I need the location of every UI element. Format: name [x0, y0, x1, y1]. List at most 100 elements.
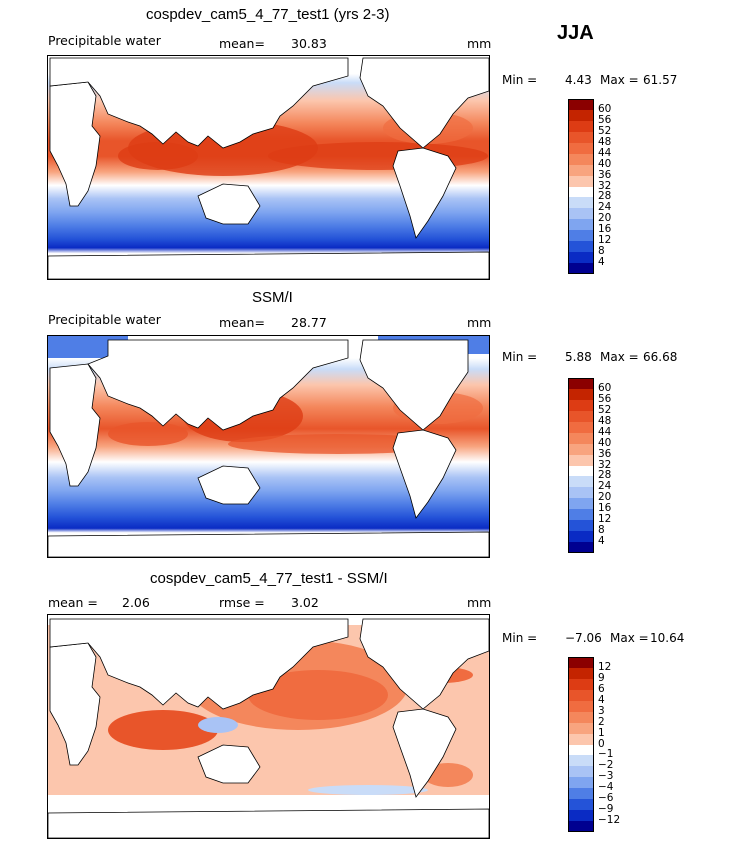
- mean-label-obs: mean=: [219, 315, 265, 330]
- max-value-model: 61.57: [643, 73, 678, 87]
- season-label: JJA: [557, 22, 594, 44]
- colorbar-level-label: 8: [598, 245, 605, 258]
- colorbar-swatch: [568, 99, 594, 110]
- colorbar-swatch: [568, 186, 594, 198]
- colorbar-swatch: [568, 487, 594, 499]
- colorbar-level-label: 48: [598, 135, 612, 148]
- colorbar-level-label: 2: [598, 715, 605, 728]
- colorbar-level-label: 56: [598, 392, 612, 405]
- colorbar-level-label: 44: [598, 146, 612, 159]
- colorbar-swatch: [568, 241, 594, 253]
- colorbar-level-label: 40: [598, 157, 612, 170]
- colorbar-level-label: 40: [598, 436, 612, 449]
- colorbar-level-label: 8: [598, 524, 605, 537]
- field-label-obs: Precipitable water: [48, 312, 161, 327]
- colorbar-swatch: [568, 766, 594, 778]
- colorbar-level-label: 36: [598, 447, 612, 460]
- mean-value-obs: 28.77: [291, 315, 327, 330]
- min-label-model: Min =: [502, 73, 538, 87]
- colorbar-level-label: −4: [598, 781, 614, 794]
- colorbar-swatch: [568, 443, 594, 455]
- colorbar-swatch: [568, 509, 594, 521]
- map-obs: [47, 335, 490, 558]
- colorbar-level-label: 12: [598, 660, 612, 673]
- panel-title-obs: SSM/I: [252, 289, 293, 306]
- colorbar-model: 60 56 52 48 44 40 36 32 28 24 20 16 12 8 4: [568, 99, 628, 274]
- colorbar-swatch: [568, 788, 594, 800]
- colorbar-level-label: −9: [598, 803, 614, 816]
- mean-value-diff: 2.06: [122, 595, 150, 610]
- colorbar-swatch: [568, 700, 594, 712]
- colorbar-level-label: 32: [598, 458, 612, 471]
- colorbar-swatch: [568, 454, 594, 466]
- colorbar-level-label: 3: [598, 704, 605, 717]
- max-label-obs: Max =: [600, 350, 639, 364]
- colorbar-level-label: −1: [598, 748, 614, 761]
- colorbar-level-label: 0: [598, 737, 605, 750]
- map-model: [47, 55, 490, 280]
- colorbar-level-label: −12: [598, 814, 621, 827]
- colorbar-swatch: [568, 120, 594, 132]
- units-model: mm: [467, 36, 492, 51]
- colorbar-level-label: −2: [598, 759, 614, 772]
- colorbar-swatch: [568, 777, 594, 789]
- colorbar-swatch: [568, 131, 594, 143]
- colorbar-swatch: [568, 733, 594, 745]
- max-value-obs: 66.68: [643, 350, 678, 364]
- colorbar-level-label: 52: [598, 403, 612, 416]
- mean-label-model: mean=: [219, 36, 265, 51]
- colorbar-swatch: [568, 410, 594, 422]
- colorbar-swatch: [568, 388, 594, 400]
- colorbar-swatch: [568, 744, 594, 756]
- colorbar-swatch: [568, 432, 594, 444]
- max-label-model: Max =: [600, 73, 639, 87]
- min-label-diff: Min =: [502, 631, 538, 645]
- colorbar-level-label: 24: [598, 480, 612, 493]
- units-obs: mm: [467, 315, 492, 330]
- colorbar-swatch: [568, 153, 594, 165]
- colorbar-swatch: [568, 421, 594, 433]
- colorbar-level-label: 60: [598, 381, 612, 394]
- colorbar-level-label: 44: [598, 425, 612, 438]
- mean-value-model: 30.83: [291, 36, 327, 51]
- units-diff: mm: [467, 595, 492, 610]
- colorbar-swatch: [568, 542, 594, 553]
- colorbar-swatch: [568, 208, 594, 220]
- colorbar-obs: 60 56 52 48 44 40 36 32 28 24 20 16 12 8 4: [568, 378, 628, 553]
- colorbar-swatch: [568, 476, 594, 488]
- colorbar-level-label: 4: [598, 256, 605, 269]
- min-label-obs: Min =: [502, 350, 538, 364]
- colorbar-swatch: [568, 164, 594, 176]
- colorbar-swatch: [568, 722, 594, 734]
- rmse-value-diff: 3.02: [291, 595, 319, 610]
- colorbar-level-label: −6: [598, 792, 614, 805]
- colorbar-level-label: 32: [598, 179, 612, 192]
- colorbar-swatch: [568, 657, 594, 668]
- colorbar-swatch: [568, 219, 594, 231]
- colorbar-swatch: [568, 520, 594, 532]
- colorbar-level-label: 56: [598, 113, 612, 126]
- colorbar-level-label: 9: [598, 671, 605, 684]
- min-value-obs: 5.88: [565, 350, 592, 364]
- colorbar-swatch: [568, 109, 594, 121]
- colorbar-level-label: 12: [598, 234, 612, 247]
- colorbar-swatch: [568, 799, 594, 811]
- map-diff: [47, 614, 490, 839]
- colorbar-level-label: 4: [598, 693, 605, 706]
- colorbar-swatch: [568, 678, 594, 690]
- colorbar-swatch: [568, 142, 594, 154]
- colorbar-swatch: [568, 755, 594, 767]
- colorbar-level-label: 36: [598, 168, 612, 181]
- colorbar-level-label: 52: [598, 124, 612, 137]
- colorbar-swatch: [568, 667, 594, 679]
- colorbar-swatch: [568, 399, 594, 411]
- colorbar-level-label: 48: [598, 414, 612, 427]
- colorbar-level-label: 12: [598, 513, 612, 526]
- colorbar-level-label: 16: [598, 223, 612, 236]
- colorbar-level-label: −3: [598, 770, 614, 783]
- min-value-diff: −7.06: [565, 631, 602, 645]
- colorbar-swatch: [568, 465, 594, 477]
- max-value-diff: 10.64: [650, 631, 685, 645]
- colorbar-level-label: 24: [598, 201, 612, 214]
- colorbar-level-label: 60: [598, 102, 612, 115]
